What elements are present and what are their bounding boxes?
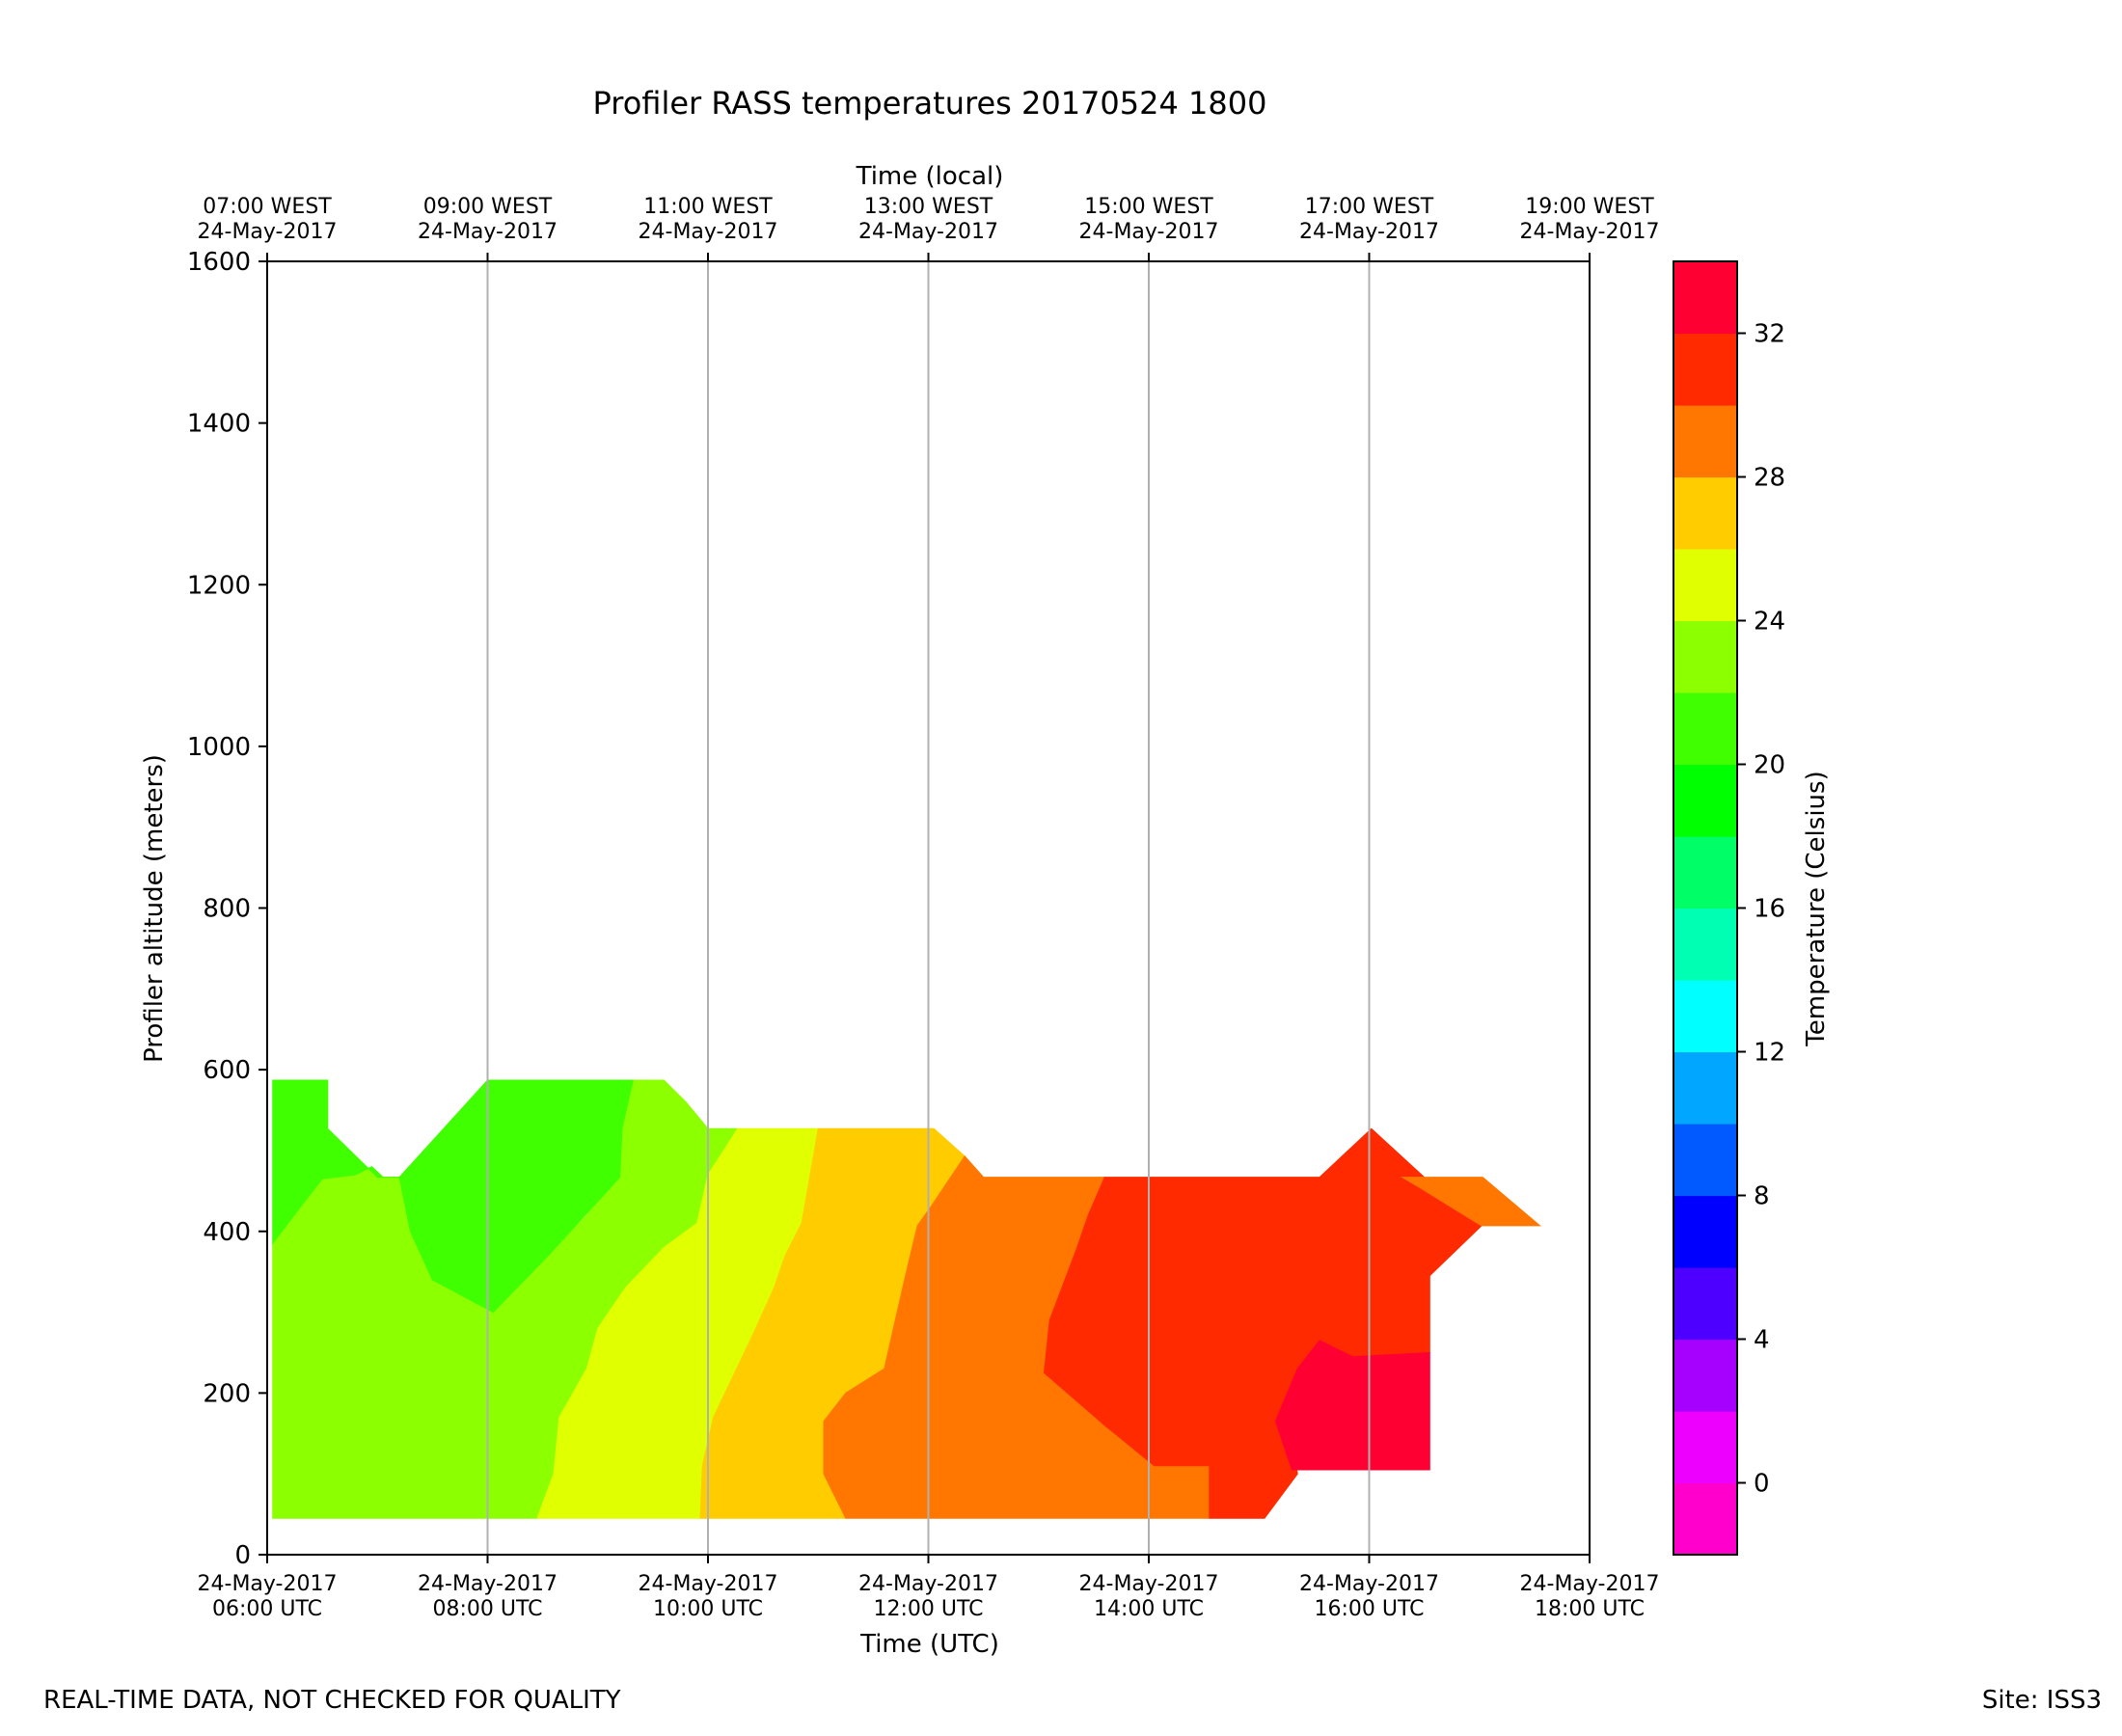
top-tick-label-time: 13:00 WEST	[864, 195, 993, 219]
x-tick-label-date: 24-May-2017	[858, 1572, 998, 1596]
contour-region-20-22-1	[272, 1079, 634, 1314]
top-axis-title: Time (local)	[856, 162, 1004, 191]
colorbar-segment	[1673, 692, 1737, 766]
site-label: Site: ISS3	[1981, 1686, 2102, 1715]
colorbar-segment	[1673, 1482, 1737, 1556]
x-tick-label-time: 16:00 UTC	[1314, 1597, 1424, 1621]
x-tick-label-time: 08:00 UTC	[432, 1597, 542, 1621]
colorbar-tick-label: 20	[1754, 751, 1785, 780]
top-tick-label-time: 15:00 WEST	[1084, 195, 1213, 219]
y-tick-label: 1200	[187, 571, 251, 600]
colorbar-title: Temperature (Celsius)	[1802, 771, 1831, 1046]
colorbar: 0 4 8 12 16 20 24 28 32	[1673, 261, 1785, 1556]
y-tick-label: 1400	[187, 410, 251, 439]
top-tick-label-time: 07:00 WEST	[203, 195, 332, 219]
y-tick-label: 400	[203, 1218, 251, 1247]
x-tick-label-time: 06:00 UTC	[212, 1597, 322, 1621]
colorbar-segment	[1673, 836, 1737, 909]
colorbar-tick-label: 12	[1754, 1039, 1785, 1068]
colorbar-segment	[1673, 620, 1737, 693]
quality-disclaimer: REAL-TIME DATA, NOT CHECKED FOR QUALITY	[43, 1686, 621, 1715]
colorbar-tick-label: 28	[1754, 464, 1785, 493]
x-tick-label-date: 24-May-2017	[198, 1572, 338, 1596]
contour-region-28-30-7	[1400, 1177, 1541, 1227]
colorbar-segment	[1673, 333, 1737, 406]
x-axis-title: Time (UTC)	[859, 1630, 999, 1659]
colorbar-frame	[1673, 260, 1738, 1556]
y-ticks: 0 200 400 600 800 1000 1200 1400 1600	[187, 248, 267, 1570]
contour-region-32-34-6	[1274, 1340, 1430, 1471]
colorbar-tick-label: 8	[1754, 1182, 1770, 1211]
colorbar-tick-label: 4	[1754, 1326, 1770, 1355]
colorbar-tick-label: 24	[1754, 608, 1785, 637]
chart-title: Profiler RASS temperatures 20170524 1800	[593, 85, 1267, 122]
top-tick-label-date: 24-May-2017	[858, 220, 998, 244]
colorbar-segment	[1673, 405, 1737, 478]
colorbar-segment	[1673, 908, 1737, 981]
y-tick-label: 200	[203, 1379, 251, 1408]
top-tick-label-date: 24-May-2017	[418, 220, 558, 244]
top-tick-label-time: 19:00 WEST	[1525, 195, 1654, 219]
contour-regions	[272, 1079, 1541, 1519]
colorbar-segment	[1673, 1195, 1737, 1268]
colorbar-segment	[1673, 1051, 1737, 1125]
y-tick-label: 600	[203, 1056, 251, 1085]
x-tick-label-date: 24-May-2017	[1520, 1572, 1660, 1596]
x-tick-label-date: 24-May-2017	[1079, 1572, 1219, 1596]
x-tick-label-date: 24-May-2017	[639, 1572, 778, 1596]
colorbar-segment	[1673, 764, 1737, 837]
colorbar-segment	[1673, 1124, 1737, 1197]
top-tick-label-time: 11:00 WEST	[643, 195, 773, 219]
colorbar-tick-label: 16	[1754, 895, 1785, 924]
colorbar-segment	[1673, 1339, 1737, 1412]
y-axis-title: Profiler altitude (meters)	[140, 754, 169, 1063]
colorbar-segment	[1673, 476, 1737, 550]
colorbar-segment	[1673, 1267, 1737, 1341]
y-tick-label: 1600	[187, 248, 251, 277]
colorbar-segment	[1673, 980, 1737, 1053]
top-tick-label-date: 24-May-2017	[639, 220, 778, 244]
colorbar-tick-label: 32	[1754, 320, 1785, 349]
top-tick-label-date: 24-May-2017	[198, 220, 338, 244]
x-tick-label-time: 10:00 UTC	[653, 1597, 763, 1621]
x-tick-label-time: 12:00 UTC	[873, 1597, 983, 1621]
colorbar-segment	[1673, 549, 1737, 622]
top-tick-label-date: 24-May-2017	[1299, 220, 1439, 244]
colorbar-tick-label: 0	[1754, 1470, 1770, 1499]
y-tick-label: 1000	[187, 733, 251, 762]
top-tick-label-date: 24-May-2017	[1079, 220, 1219, 244]
x-tick-label-date: 24-May-2017	[1299, 1572, 1439, 1596]
colorbar-segment	[1673, 261, 1737, 335]
grid-lines	[486, 261, 1371, 1555]
plot-frame	[266, 260, 1591, 1556]
top-tick-label-date: 24-May-2017	[1520, 220, 1660, 244]
x-tick-label-date: 24-May-2017	[418, 1572, 558, 1596]
colorbar-segment	[1673, 1411, 1737, 1484]
x-tick-label-time: 14:00 UTC	[1094, 1597, 1204, 1621]
y-tick-label: 0	[234, 1541, 251, 1570]
y-tick-label: 800	[203, 895, 251, 924]
top-tick-label-time: 17:00 WEST	[1305, 195, 1434, 219]
x-tick-label-time: 18:00 UTC	[1535, 1597, 1645, 1621]
top-tick-label-time: 09:00 WEST	[423, 195, 553, 219]
